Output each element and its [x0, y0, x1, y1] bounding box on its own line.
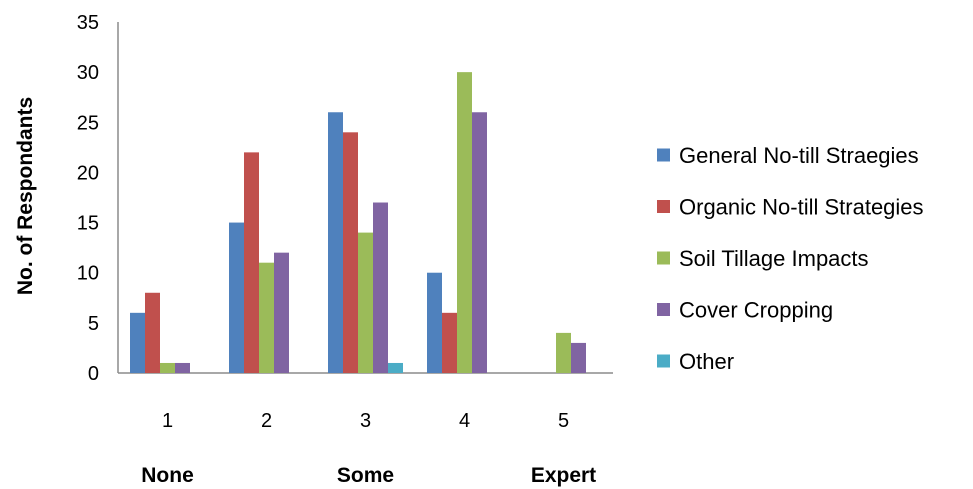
bar	[328, 112, 343, 373]
legend-swatch	[657, 200, 670, 213]
y-tick-label: 25	[77, 112, 99, 134]
bar	[229, 222, 244, 373]
y-tick-label: 35	[77, 12, 99, 34]
y-axis-label: No. of Respondants	[14, 97, 37, 295]
bar	[358, 232, 373, 373]
x-axis: 1 2 3 4 5 None Some Expert	[118, 372, 613, 487]
bar	[442, 312, 457, 373]
bar	[556, 332, 571, 373]
bar	[388, 362, 403, 373]
category-group-label: Some	[337, 464, 394, 487]
legend: General No-till Straegies Organic No-till…	[657, 143, 924, 374]
bar	[427, 272, 442, 373]
x-tick-label: 3	[360, 410, 371, 432]
y-tick-label: 30	[77, 62, 99, 84]
bar	[130, 312, 145, 373]
bar	[145, 292, 160, 373]
category-group-label: Expert	[531, 464, 596, 487]
legend-swatch	[657, 354, 670, 368]
legend-label: Other	[679, 349, 734, 374]
y-axis: 0 5 10 15 20 25 30 35	[77, 12, 119, 385]
bar	[343, 132, 358, 373]
x-tick-label: 1	[162, 410, 173, 432]
bar	[244, 152, 259, 373]
bar	[472, 112, 487, 373]
x-tick-label: 4	[459, 410, 470, 432]
x-tick-label: 5	[558, 410, 569, 432]
legend-swatch	[657, 148, 670, 162]
bar	[457, 72, 472, 374]
bar	[274, 252, 289, 373]
legend-label: General No-till Straegies	[679, 143, 919, 168]
x-tick-label: 2	[261, 410, 272, 432]
bar	[373, 202, 388, 373]
y-tick-label: 0	[88, 363, 99, 385]
bar	[571, 342, 586, 373]
y-tick-label: 20	[77, 162, 99, 184]
legend-swatch	[657, 251, 670, 265]
legend-label: Cover Cropping	[679, 298, 833, 323]
bar	[259, 262, 274, 373]
bars	[130, 72, 586, 374]
y-tick-label: 15	[77, 213, 99, 235]
y-tick-label: 10	[77, 263, 99, 285]
legend-label: Organic No-till Strategies	[679, 195, 924, 220]
legend-swatch	[657, 303, 670, 316]
category-group-label: None	[141, 464, 194, 487]
y-tick-label: 5	[88, 313, 99, 335]
bar	[175, 362, 190, 373]
bar	[160, 362, 175, 373]
legend-label: Soil Tillage Impacts	[679, 246, 869, 271]
